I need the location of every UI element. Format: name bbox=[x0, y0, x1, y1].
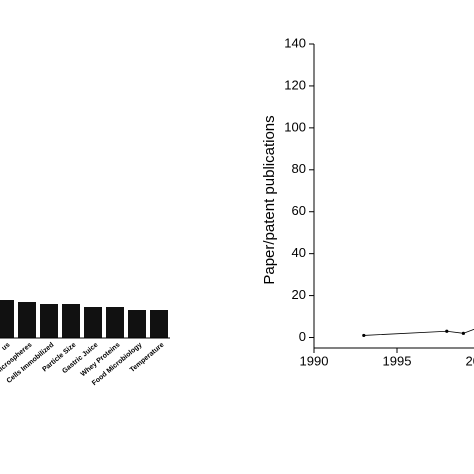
point bbox=[445, 329, 449, 333]
bar bbox=[18, 302, 36, 338]
x-tick-label: 1995 bbox=[383, 353, 412, 368]
y-tick-label: 140 bbox=[284, 35, 306, 50]
y-tick-label: 80 bbox=[292, 161, 306, 176]
y-tick-label: 20 bbox=[292, 287, 306, 302]
x-tick-label: 2000 bbox=[466, 353, 474, 368]
y-tick-label: 40 bbox=[292, 245, 306, 260]
bar bbox=[106, 307, 124, 338]
x-tick-label: us bbox=[1, 342, 12, 353]
line bbox=[363, 328, 474, 336]
bar bbox=[84, 307, 102, 338]
point bbox=[461, 331, 465, 335]
y-tick-label: 120 bbox=[284, 77, 306, 92]
bar bbox=[150, 310, 168, 338]
y-axis-label: Paper/patent publications bbox=[261, 115, 278, 284]
y-tick-label: 60 bbox=[292, 203, 306, 218]
bar bbox=[0, 300, 14, 338]
y-tick-label: 0 bbox=[299, 329, 306, 344]
bar bbox=[128, 310, 146, 338]
bar bbox=[62, 304, 80, 338]
y-tick-label: 100 bbox=[284, 119, 306, 134]
x-tick-label: 1990 bbox=[300, 353, 329, 368]
point bbox=[362, 333, 366, 338]
bar bbox=[40, 304, 58, 338]
